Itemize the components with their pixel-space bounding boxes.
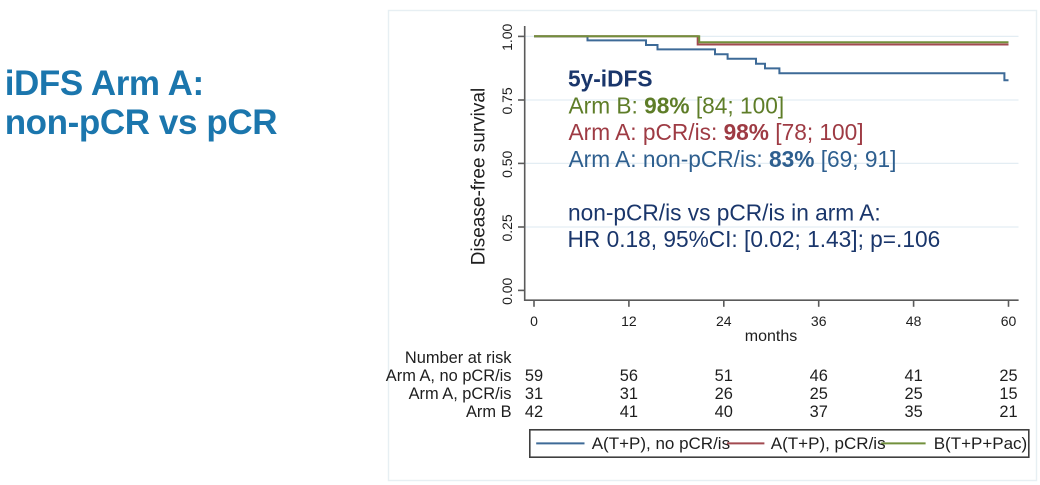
svg-text:21: 21 [999, 403, 1017, 421]
svg-text:0.75: 0.75 [499, 87, 515, 114]
svg-text:HR 0.18, 95%CI: [0.02; 1.43];: HR 0.18, 95%CI: [0.02; 1.43]; p=.106 [568, 226, 941, 252]
svg-text:37: 37 [810, 403, 828, 421]
svg-text:60: 60 [1001, 313, 1017, 329]
svg-text:59: 59 [525, 367, 543, 385]
svg-text:12: 12 [621, 313, 637, 329]
svg-text:Arm B: Arm B [466, 403, 512, 421]
svg-text:56: 56 [620, 367, 638, 385]
svg-text:Arm A, pCR/is: Arm A, pCR/is [409, 385, 512, 403]
svg-text:46: 46 [810, 367, 828, 385]
svg-text:42: 42 [525, 403, 543, 421]
svg-text:Arm A: non-pCR/is: 83% [69; 91: Arm A: non-pCR/is: 83% [69; 91] [569, 146, 897, 172]
svg-text:25: 25 [999, 367, 1017, 385]
svg-text:25: 25 [810, 385, 828, 403]
svg-text:36: 36 [811, 313, 827, 329]
svg-text:Disease-free survival: Disease-free survival [469, 88, 490, 265]
svg-text:31: 31 [620, 385, 638, 403]
svg-text:A(T+P), pCR/is: A(T+P), pCR/is [771, 434, 886, 453]
svg-text:months: months [745, 328, 797, 345]
svg-text:B(T+P+Pac): B(T+P+Pac) [934, 434, 1028, 453]
svg-text:24: 24 [716, 313, 732, 329]
svg-text:25: 25 [904, 385, 922, 403]
svg-text:31: 31 [525, 385, 543, 403]
svg-text:Number at risk: Number at risk [405, 349, 512, 367]
svg-text:35: 35 [904, 403, 922, 421]
svg-text:non-pCR/is vs pCR/is in arm A:: non-pCR/is vs pCR/is in arm A: [568, 199, 881, 225]
svg-text:0.50: 0.50 [499, 150, 515, 177]
svg-text:Arm B: 98% [84; 100]: Arm B: 98% [84; 100] [569, 92, 785, 118]
svg-text:Arm A, no pCR/is: Arm A, no pCR/is [386, 367, 512, 385]
svg-text:Arm A: pCR/is: 98% [78; 100]: Arm A: pCR/is: 98% [78; 100] [569, 119, 864, 145]
svg-text:26: 26 [715, 385, 733, 403]
svg-text:A(T+P), no pCR/is: A(T+P), no pCR/is [592, 434, 730, 453]
svg-text:1.00: 1.00 [499, 23, 515, 50]
svg-text:48: 48 [906, 313, 922, 329]
svg-text:41: 41 [620, 403, 638, 421]
svg-text:51: 51 [715, 367, 733, 385]
svg-text:0.00: 0.00 [499, 277, 515, 304]
svg-text:0.25: 0.25 [499, 214, 515, 241]
svg-text:40: 40 [715, 403, 733, 421]
svg-text:15: 15 [999, 385, 1017, 403]
svg-text:41: 41 [904, 367, 922, 385]
svg-text:5y-iDFS: 5y-iDFS [568, 66, 652, 92]
svg-text:0: 0 [530, 313, 538, 329]
